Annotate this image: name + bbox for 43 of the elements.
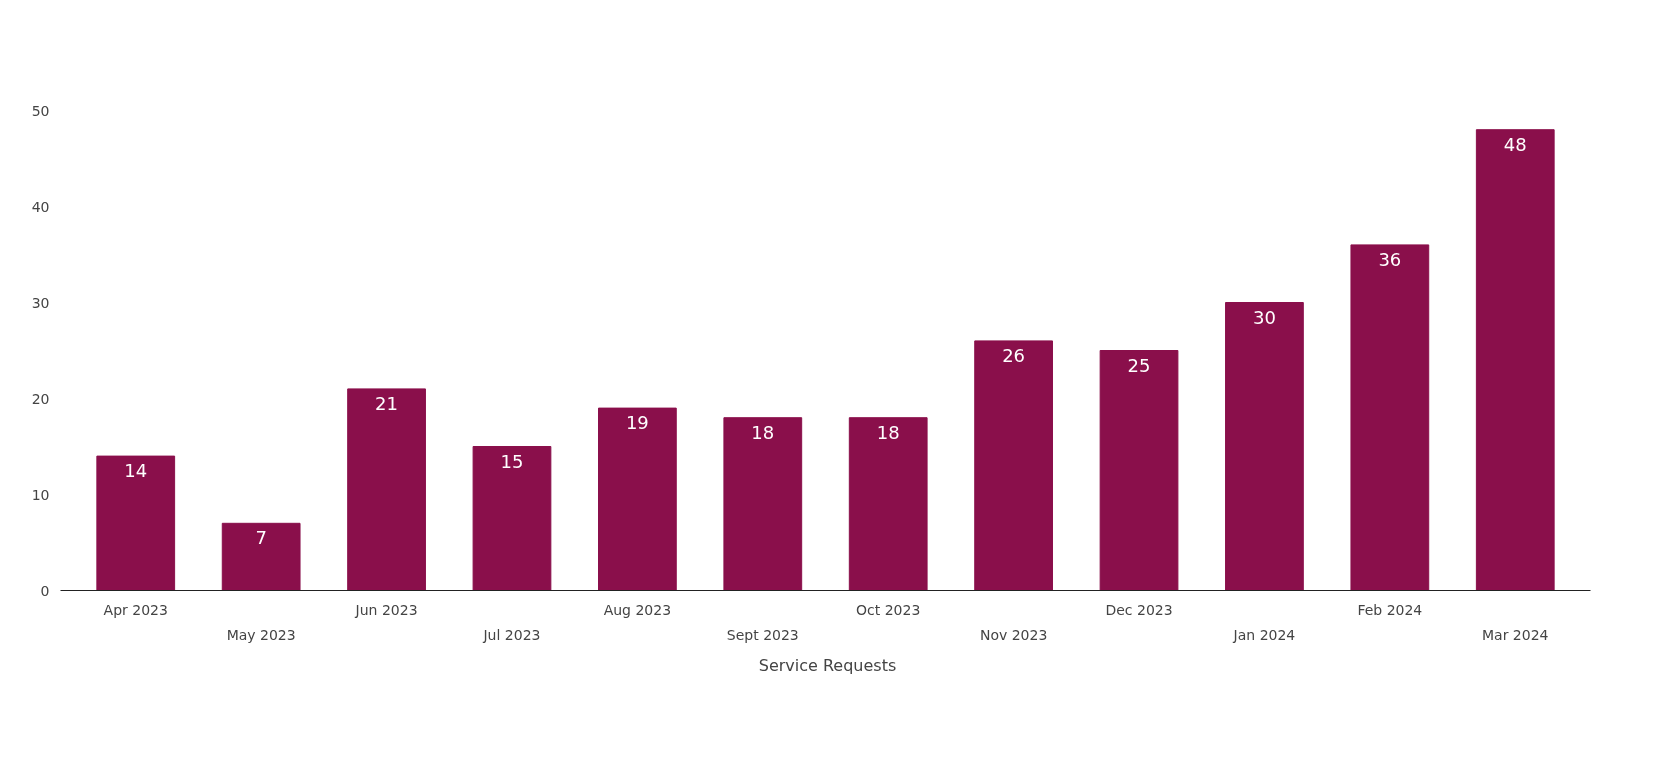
bar <box>347 388 426 591</box>
bar <box>221 522 301 591</box>
bar <box>1350 244 1430 591</box>
x-tick-label: Sept 2023 <box>726 626 799 643</box>
data-label: 19 <box>625 412 649 434</box>
data-label: 48 <box>1503 133 1527 155</box>
data-label: 21 <box>375 392 399 414</box>
text: Service Requests <box>758 655 897 675</box>
x-tick-label: Aug 2023 <box>603 601 672 618</box>
x-tick-label: Jul 2023 <box>482 626 541 643</box>
x-tick-label: Dec 2023 <box>1105 601 1173 618</box>
x-tick-label: Jun 2023 <box>354 601 418 618</box>
x-tick-label: May 2023 <box>226 626 296 643</box>
bar <box>974 340 1053 591</box>
x-tick-label: Feb 2024 <box>1357 601 1423 618</box>
x-tick-label: Mar 2024 <box>1482 626 1549 643</box>
data-label: 36 <box>1378 248 1402 270</box>
bar <box>96 455 176 591</box>
x-tick-label: Nov 2023 <box>979 626 1048 643</box>
y-tick-label: 0 <box>40 582 50 599</box>
y-tick-label: 20 <box>31 390 50 407</box>
data-label: 26 <box>1002 344 1026 366</box>
data-label: 18 <box>876 421 900 443</box>
data-label: 15 <box>500 450 524 472</box>
bar <box>1225 302 1304 591</box>
data-label: 25 <box>1127 354 1151 376</box>
x-tick-label: Jan 2024 <box>1232 626 1296 643</box>
bar <box>1099 350 1179 591</box>
x-tick-label: Apr 2023 <box>103 601 168 618</box>
bar <box>598 407 677 591</box>
data-label: 7 <box>255 527 267 549</box>
y-tick-label: 30 <box>31 294 50 311</box>
y-tick-label: 10 <box>31 486 50 503</box>
y-tick-label: 40 <box>31 198 50 215</box>
bar <box>1475 129 1555 591</box>
bar <box>472 446 552 591</box>
x-tick-label: Oct 2023 <box>856 601 921 618</box>
y-tick-label: 50 <box>31 102 50 119</box>
bar <box>848 417 928 591</box>
bar <box>723 417 803 591</box>
data-label: 14 <box>124 460 148 482</box>
data-label: 18 <box>751 421 775 443</box>
data-label: 30 <box>1252 306 1276 328</box>
